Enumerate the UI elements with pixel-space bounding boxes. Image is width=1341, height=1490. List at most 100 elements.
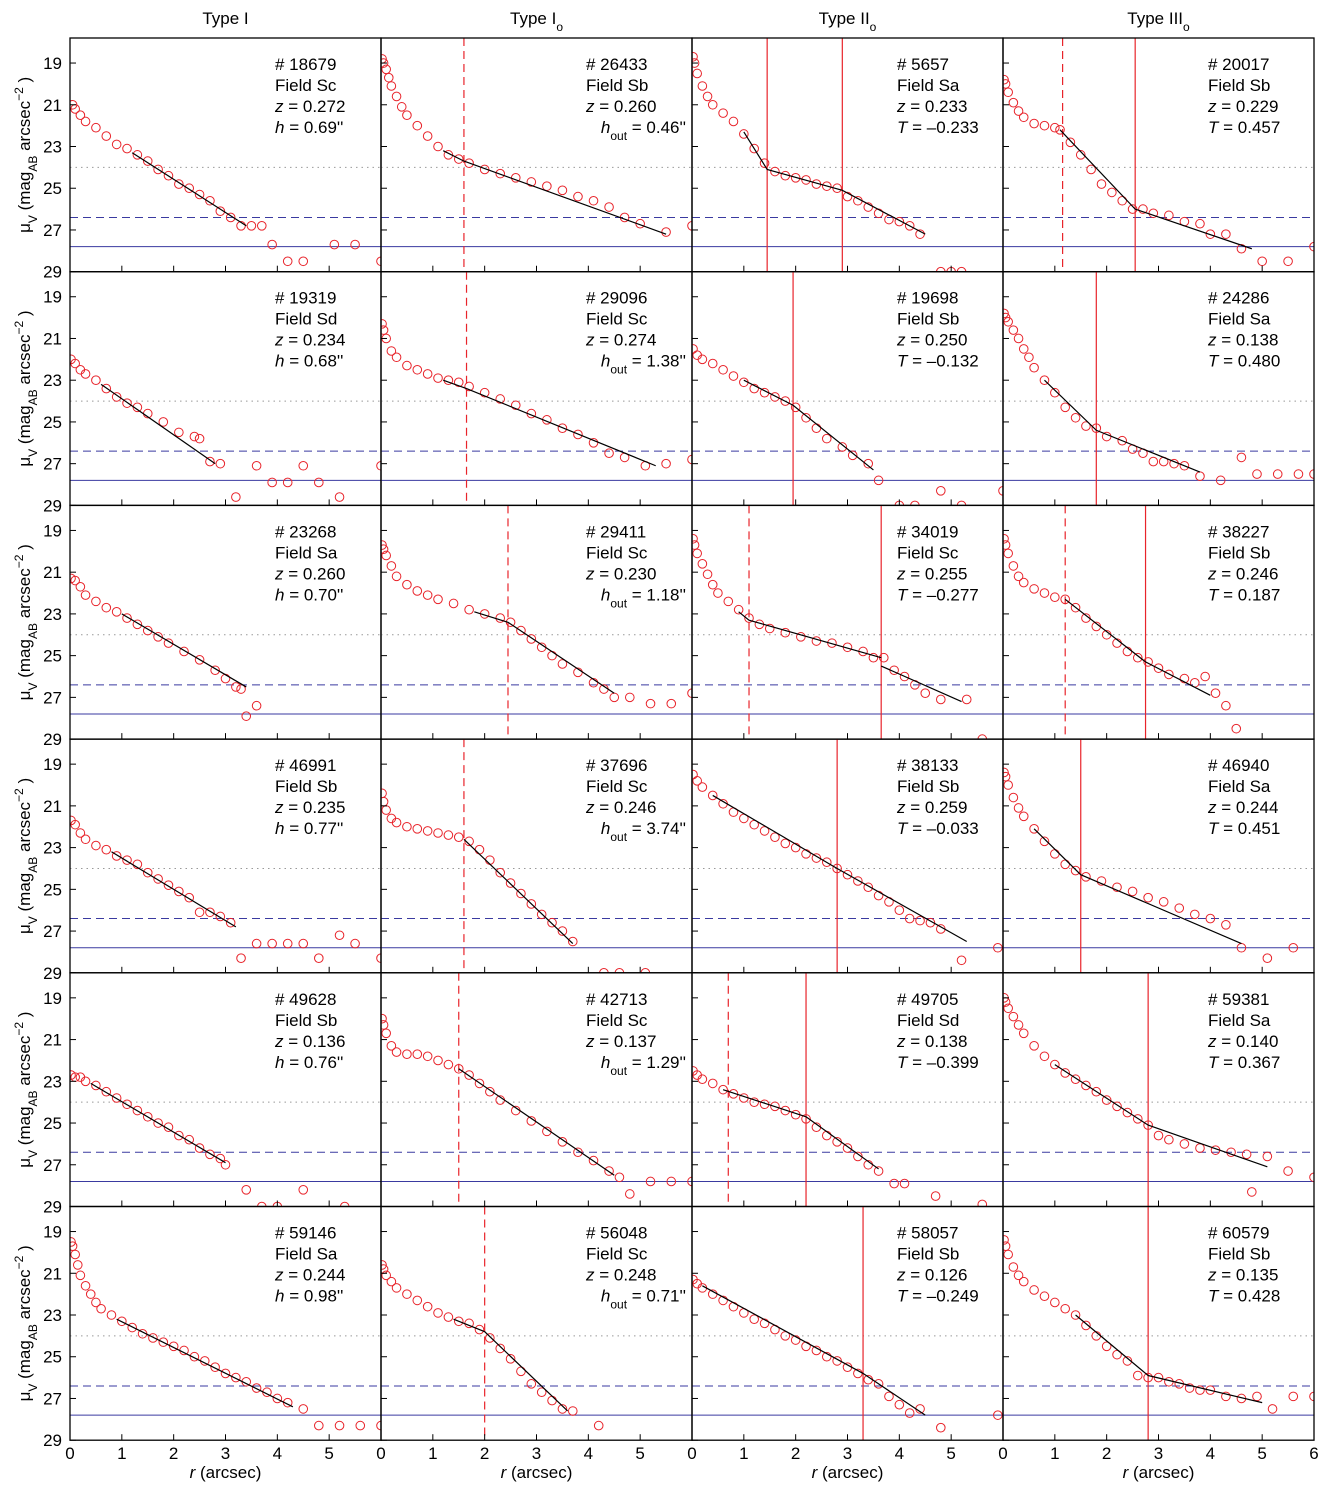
panel-label: # 59381 — [1208, 990, 1269, 1009]
data-point — [132, 150, 143, 160]
plot-area — [70, 1237, 381, 1431]
data-point — [1003, 87, 1013, 98]
data-point — [231, 682, 241, 692]
data-point — [707, 1078, 718, 1089]
data-point — [567, 1406, 578, 1416]
x-axis-label-part: r — [190, 1463, 197, 1482]
data-point — [1039, 375, 1050, 386]
panel-label-part: z — [585, 798, 595, 817]
data-point — [1200, 671, 1210, 682]
data-point — [936, 485, 946, 496]
panel-label-part: z — [274, 97, 284, 116]
data-point — [1221, 229, 1231, 239]
panel-label: Field Sb — [1208, 76, 1270, 95]
data-point — [153, 164, 163, 175]
data-point — [1096, 876, 1107, 886]
data-point — [184, 183, 195, 194]
data-point — [1013, 571, 1024, 582]
panel-label-part: = 0.255 — [906, 564, 968, 583]
data-point — [101, 602, 112, 613]
y-axis-label-part: −2 — [12, 321, 26, 335]
panel-label-part: = 0.428 — [1218, 1287, 1280, 1306]
data-point — [422, 590, 433, 600]
y-tick-label: 21 — [43, 797, 62, 816]
fit-line — [702, 1285, 926, 1416]
data-point — [697, 1074, 708, 1085]
plot-area — [381, 1206, 692, 1441]
panel-label: z = 0.140 — [1207, 1032, 1278, 1051]
panel-label: z = 0.229 — [1207, 97, 1278, 116]
data-point — [111, 607, 122, 617]
panel-label: # 49705 — [897, 990, 958, 1009]
panel-label-part: # 59146 — [275, 1224, 336, 1243]
y-axis-label-part: −2 — [12, 788, 26, 802]
data-point — [314, 1420, 324, 1431]
column-title-part: Type I — [510, 9, 556, 28]
panel-label-part: Field Sc — [586, 1011, 648, 1030]
data-point — [142, 1111, 153, 1122]
panel-label-part: = –0.132 — [907, 352, 978, 371]
data-point — [873, 1166, 884, 1176]
data-point — [557, 926, 568, 936]
data-point — [111, 139, 122, 150]
data-point — [485, 1086, 495, 1097]
plot-area — [70, 815, 381, 963]
data-point — [1122, 1107, 1133, 1118]
data-point — [1050, 387, 1060, 398]
data-point — [1221, 920, 1231, 930]
y-axis-label-part: arcsec — [15, 1035, 34, 1090]
data-point — [1003, 767, 1009, 778]
panel-label: h = 0.76'' — [275, 1053, 343, 1072]
y-tick-label: 23 — [43, 839, 62, 858]
data-point — [526, 177, 537, 187]
data-point — [640, 968, 651, 973]
panel-label: Field Sb — [897, 310, 959, 329]
panel-label-part: T — [897, 352, 909, 371]
data-point — [205, 195, 215, 206]
x-axis-label: r (arcsec) — [501, 1463, 573, 1482]
data-point — [764, 623, 775, 634]
y-axis-label-part: V — [26, 449, 40, 457]
panel-label-part: = 0.140 — [1217, 1032, 1279, 1051]
panel-label-part: = 1.18'' — [627, 585, 686, 604]
data-point — [1029, 824, 1039, 834]
data-point — [1013, 1020, 1024, 1030]
data-point — [625, 692, 635, 703]
panel-label: Field Sb — [1208, 1245, 1270, 1264]
plot-area — [692, 739, 1003, 973]
data-point — [448, 598, 459, 609]
data-point — [1003, 1235, 1009, 1245]
panel — [1002, 271, 1315, 507]
data-point — [391, 817, 402, 828]
data-point — [396, 102, 407, 112]
data-point — [298, 460, 309, 471]
data-point — [687, 454, 692, 465]
y-tick-label: 27 — [43, 922, 62, 941]
data-point — [1101, 1095, 1112, 1105]
panel-label: z = 0.136 — [274, 1032, 345, 1051]
panel-label-part: Field Sa — [1208, 1011, 1271, 1030]
data-point — [485, 855, 495, 865]
data-point — [1231, 723, 1242, 734]
data-point — [1195, 218, 1205, 229]
data-point — [184, 1134, 195, 1145]
panel-label-part: = –0.249 — [907, 1287, 978, 1306]
panel-label-part: z — [896, 1032, 906, 1051]
fit-line — [1044, 379, 1201, 473]
data-point — [314, 953, 324, 963]
data-point — [884, 1391, 894, 1402]
x-tick-label: 4 — [1206, 1444, 1215, 1463]
data-point — [536, 1387, 547, 1398]
data-point — [1060, 1303, 1070, 1314]
data-point — [1132, 1114, 1143, 1124]
data-point — [697, 354, 708, 365]
panel-label-part: Field Sb — [897, 777, 959, 796]
data-point — [588, 195, 599, 206]
panel-label-part: Field Sc — [275, 76, 337, 95]
y-tick-label: 21 — [43, 563, 62, 582]
panel-label-part: = 0.274 — [595, 331, 657, 350]
data-point — [542, 181, 552, 191]
x-axis-label-part: (arcsec) — [506, 1463, 572, 1482]
y-axis-label-part: AB — [26, 857, 40, 873]
data-point — [1210, 688, 1221, 698]
